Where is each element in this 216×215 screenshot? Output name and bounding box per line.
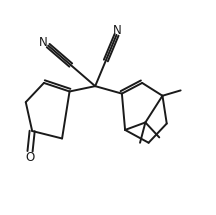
Text: N: N	[113, 24, 122, 37]
Text: N: N	[38, 36, 47, 49]
Text: O: O	[25, 151, 34, 164]
